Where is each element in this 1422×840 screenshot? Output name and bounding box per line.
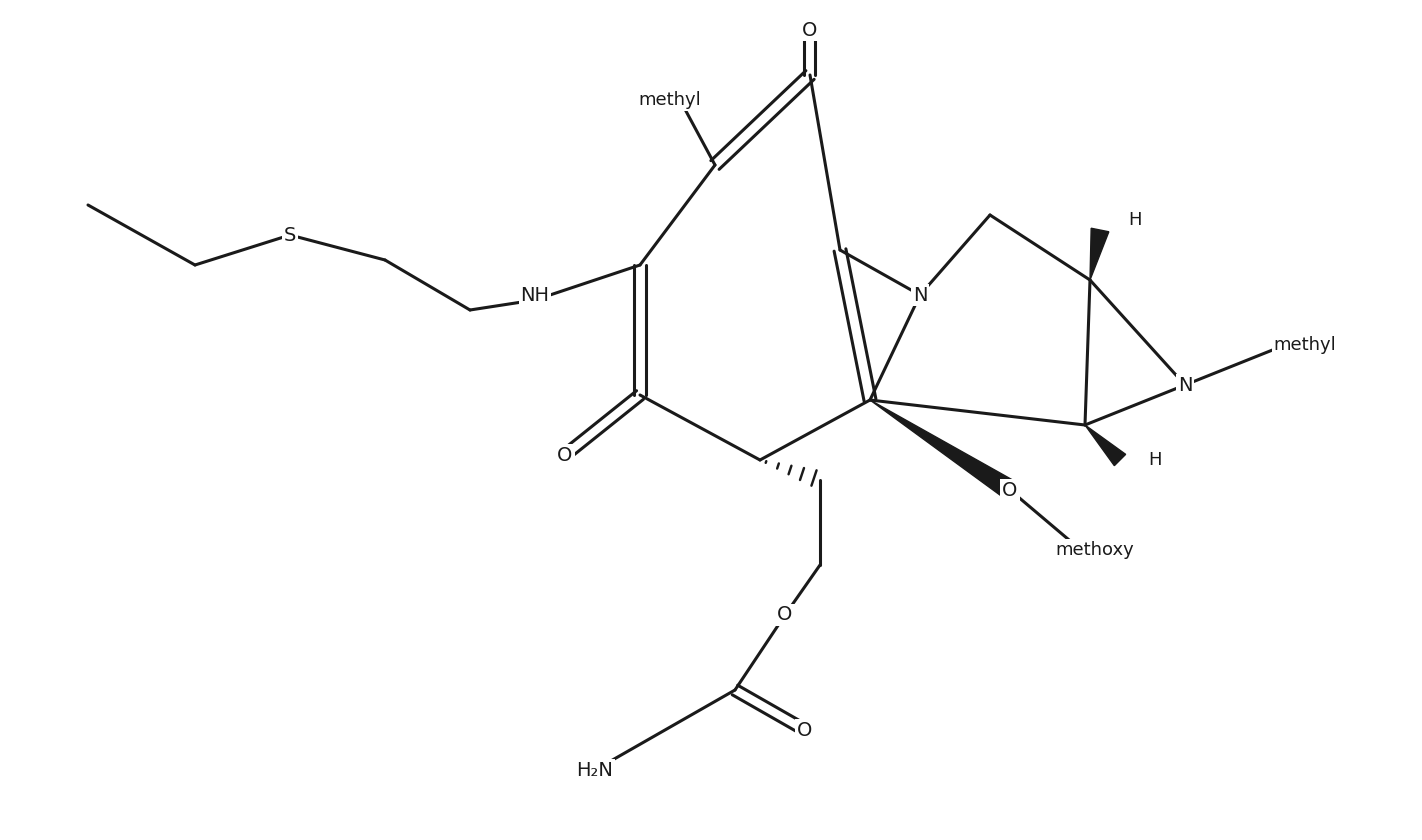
Text: O: O — [802, 20, 818, 39]
Polygon shape — [1085, 425, 1126, 465]
Text: H: H — [1128, 211, 1142, 229]
Text: N: N — [913, 286, 927, 305]
Text: O: O — [1003, 480, 1018, 500]
Text: methoxy: methoxy — [1055, 541, 1135, 559]
Polygon shape — [1091, 228, 1109, 280]
Text: H: H — [1148, 451, 1162, 469]
Text: H₂N: H₂N — [576, 760, 613, 780]
Text: O: O — [778, 606, 792, 624]
Text: methyl: methyl — [1274, 336, 1337, 354]
Text: O: O — [557, 445, 573, 465]
Polygon shape — [870, 400, 1015, 498]
Text: NH: NH — [520, 286, 549, 305]
Text: methyl: methyl — [638, 91, 701, 109]
Text: N: N — [1177, 375, 1192, 395]
Text: O: O — [798, 721, 813, 739]
Text: S: S — [284, 225, 296, 244]
